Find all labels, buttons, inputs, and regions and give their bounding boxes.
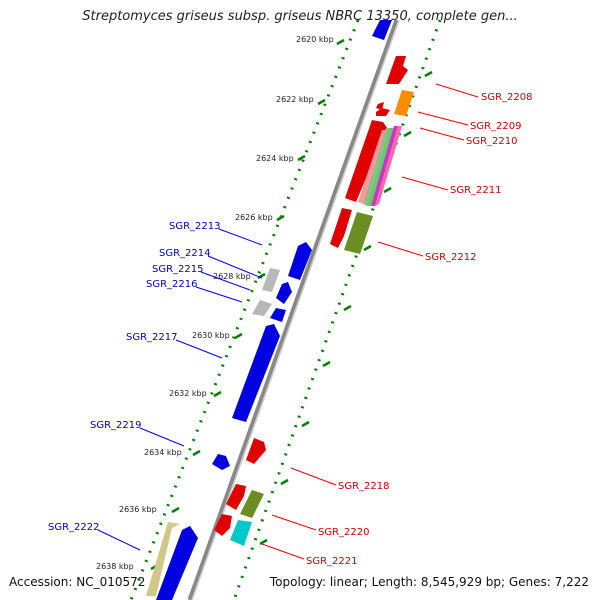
tick-group: 2620 kbp 2622 kbp 2624 kbp 2626 kbp 2628… xyxy=(96,35,345,571)
map-title: Streptomyces griseus subsp. griseus NBRC… xyxy=(82,9,518,24)
label-leader xyxy=(261,543,305,560)
label-leader xyxy=(401,176,449,191)
gene-arrow xyxy=(288,242,312,280)
gene-arrow xyxy=(262,268,280,292)
gene-arrow xyxy=(372,20,392,40)
forward-genes xyxy=(214,56,414,546)
gene-arrow xyxy=(232,324,280,422)
gene-label-sgr-2219[interactable]: SGR_2219 xyxy=(90,420,142,431)
tick-mark xyxy=(363,244,372,252)
gene-arrow xyxy=(270,308,286,322)
outer-tick-group xyxy=(259,70,433,546)
gene-arrow xyxy=(230,520,252,546)
gene-label-sgr-2214[interactable]: SGR_2214 xyxy=(159,248,211,259)
gene-arrow xyxy=(212,454,230,470)
tick-mark xyxy=(192,449,201,457)
label-leader xyxy=(139,427,185,447)
gene-stripe xyxy=(371,126,398,206)
label-leader xyxy=(97,529,141,551)
tick-label: 2626 kbp xyxy=(235,213,273,222)
gene-stripe xyxy=(363,128,391,206)
reverse-genes xyxy=(146,20,392,600)
tick-mark xyxy=(383,186,392,194)
tick-label: 2630 kbp xyxy=(192,331,230,340)
label-leader xyxy=(207,255,263,279)
gene-label-sgr-2213[interactable]: SGR_2213 xyxy=(169,221,221,232)
label-leader xyxy=(175,339,223,359)
tick-label: 2620 kbp xyxy=(296,35,334,44)
tick-mark xyxy=(424,70,433,78)
tick-label: 2638 kbp xyxy=(96,562,134,571)
label-leader xyxy=(419,127,465,141)
gene-label-sgr-2215[interactable]: SGR_2215 xyxy=(152,264,204,275)
tick-mark xyxy=(336,38,345,46)
tick-mark xyxy=(171,506,180,514)
topology-text: Topology: linear; Length: 8,545,929 bp; … xyxy=(269,575,589,589)
gene-label-sgr-2208[interactable]: SGR_2208 xyxy=(481,92,533,103)
accession-text: Accession: NC_010572 xyxy=(9,575,146,589)
tick-mark xyxy=(322,360,331,368)
gene-arrow xyxy=(214,514,232,536)
label-leader xyxy=(200,271,251,291)
gene-arrow xyxy=(394,90,414,116)
backbone-highlight xyxy=(191,19,400,600)
label-leader xyxy=(195,286,243,303)
dotted-track-inner xyxy=(129,19,360,600)
tick-mark xyxy=(280,478,289,486)
gene-arrow xyxy=(240,490,264,518)
gene-label-sgr-2222[interactable]: SGR_2222 xyxy=(48,522,100,533)
gene-arrow xyxy=(330,208,352,248)
gene-label-sgr-2210[interactable]: SGR_2210 xyxy=(466,136,518,147)
gene-label-sgr-2217[interactable]: SGR_2217 xyxy=(126,332,178,343)
gene-label-sgr-2211[interactable]: SGR_2211 xyxy=(450,185,502,196)
gene-arrow xyxy=(376,108,390,116)
gene-label-sgr-2209[interactable]: SGR_2209 xyxy=(470,121,522,132)
label-leader xyxy=(271,514,317,531)
gene-arrow xyxy=(156,526,198,600)
tick-mark xyxy=(259,538,268,546)
gene-label-sgr-2218[interactable]: SGR_2218 xyxy=(338,481,390,492)
gene-stripe xyxy=(375,126,402,206)
label-leader xyxy=(435,83,479,98)
label-leader xyxy=(417,111,469,126)
tick-mark xyxy=(301,420,310,428)
gene-label-sgr-2220[interactable]: SGR_2220 xyxy=(318,527,370,538)
gene-arrow xyxy=(386,56,408,84)
label-leader xyxy=(218,228,263,246)
forward-labels: SGR_2208 SGR_2209 SGR_2210 SGR_2211 SGR_… xyxy=(261,83,533,567)
tick-mark xyxy=(213,390,222,398)
tick-label: 2632 kbp xyxy=(169,389,207,398)
gene-arrow xyxy=(246,438,266,464)
gene-arrow xyxy=(146,522,180,596)
gene-arrow xyxy=(345,120,387,202)
gene-label-sgr-2212[interactable]: SGR_2212 xyxy=(425,252,477,263)
tick-label: 2628 kbp xyxy=(213,272,251,281)
gene-label-sgr-2216[interactable]: SGR_2216 xyxy=(146,279,198,290)
gene-arrow xyxy=(276,282,292,304)
tick-label: 2622 kbp xyxy=(276,95,314,104)
tick-label: 2636 kbp xyxy=(119,505,157,514)
gene-arrow xyxy=(344,212,373,254)
gene-arrow xyxy=(252,300,272,316)
tick-mark xyxy=(317,98,326,106)
tick-mark xyxy=(403,130,412,138)
tick-mark xyxy=(276,214,285,222)
tick-label: 2624 kbp xyxy=(256,154,294,163)
tick-mark xyxy=(234,332,243,340)
gene-arrow xyxy=(226,484,246,510)
tick-mark xyxy=(297,154,306,162)
tick-mark xyxy=(343,304,352,312)
label-leader xyxy=(377,241,424,257)
genome-backbone xyxy=(187,19,400,600)
gene-label-sgr-2221[interactable]: SGR_2221 xyxy=(306,556,358,567)
label-leader xyxy=(290,467,337,486)
reverse-labels: SGR_2213 SGR_2214 SGR_2215 SGR_2216 SGR_… xyxy=(48,221,263,551)
tick-label: 2634 kbp xyxy=(144,448,182,457)
